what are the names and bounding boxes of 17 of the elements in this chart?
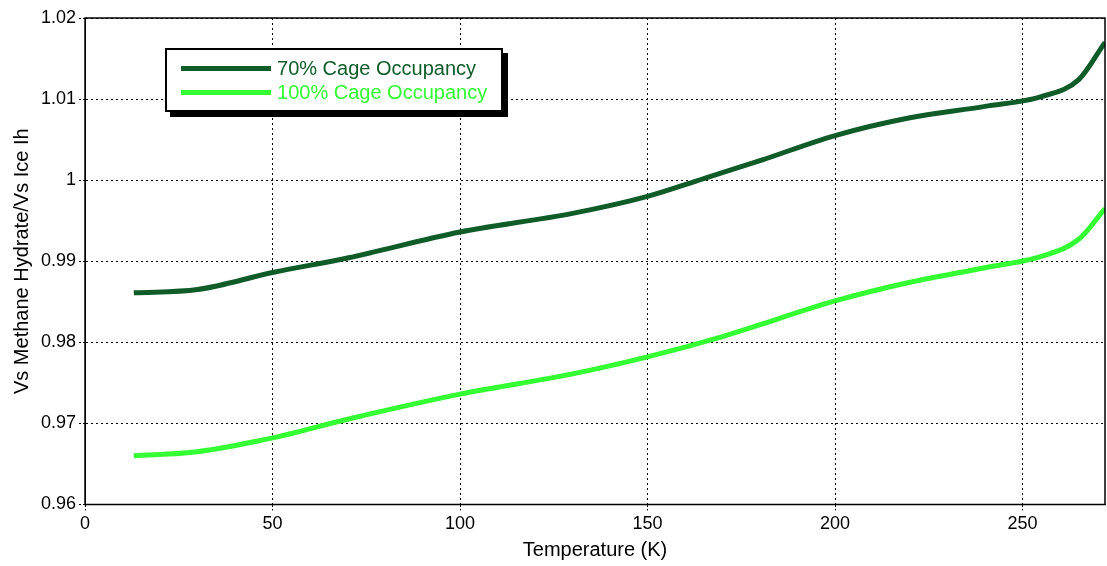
- y-axis-title: Vs Methane Hydrate/Vs Ice Ih: [9, 128, 32, 395]
- x-tick-label: 200: [819, 513, 851, 534]
- x-axis-title: Temperature (K): [522, 537, 668, 560]
- legend-label: 100% Cage Occupancy: [277, 80, 488, 104]
- x-tick-label: 150: [632, 513, 663, 534]
- y-tick-label: 0.98: [40, 331, 77, 352]
- x-tick-label: 50: [262, 513, 283, 534]
- y-tick-label: 1.01: [40, 88, 77, 109]
- y-tick-label: 0.97: [40, 412, 77, 433]
- y-tick-label: 0.99: [40, 250, 77, 271]
- y-tick-label: 0.96: [40, 493, 77, 514]
- legend-label: 70% Cage Occupancy: [277, 56, 477, 80]
- x-tick-label: 100: [445, 513, 476, 534]
- x-tick-label: 250: [1007, 513, 1038, 534]
- x-tick-label: 0: [80, 513, 91, 534]
- y-tick-label: 1: [66, 169, 77, 190]
- y-tick-label: 1.02: [40, 6, 77, 27]
